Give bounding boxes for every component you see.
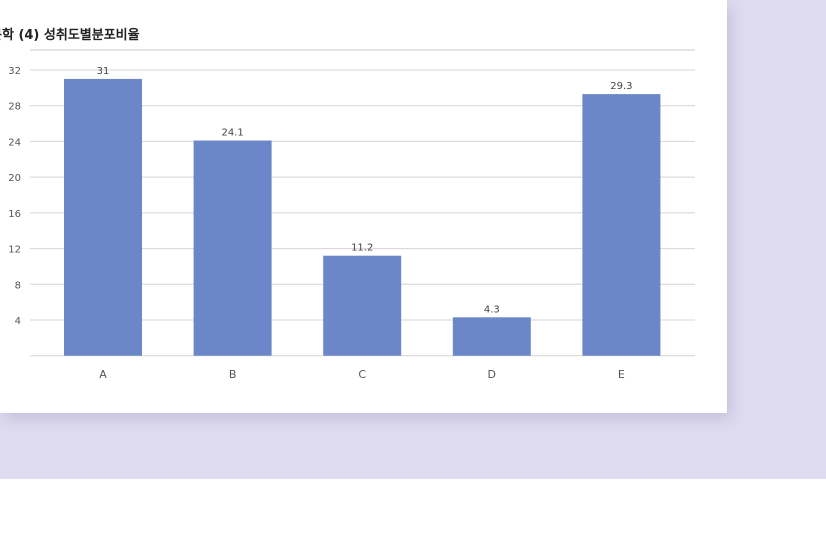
data-label: 24.1	[221, 128, 243, 139]
x-tick-label: C	[358, 368, 366, 381]
bar-E	[582, 94, 661, 356]
y-tick-label: 12	[8, 245, 21, 256]
chart-title: 문학 (4) 성취도별분포비율	[0, 28, 140, 43]
x-tick-label: B	[229, 368, 237, 381]
x-tick-label: D	[488, 368, 496, 381]
y-tick-label: 8	[15, 280, 21, 291]
x-tick-label: E	[618, 368, 625, 381]
chart-card: 문학 (4) 성취도별분포비율 4 8 12 16 20 24 28 32 31 A 24.1 B 11…	[0, 0, 727, 413]
data-label: 11.2	[351, 243, 373, 254]
bar-D	[452, 317, 531, 356]
y-tick-label: 24	[8, 137, 21, 148]
data-label: 31	[97, 66, 110, 77]
bar-C	[323, 255, 402, 356]
bar-B	[193, 140, 272, 356]
data-label: 4.3	[484, 304, 500, 315]
y-tick-label: 28	[8, 102, 21, 113]
y-tick-label: 32	[8, 66, 21, 77]
data-label: 29.3	[610, 81, 632, 92]
y-tick-label: 4	[15, 316, 21, 327]
y-tick-label: 16	[8, 209, 21, 220]
bar-A	[64, 78, 142, 356]
bar-chart: 4 8 12 16 20 24 28 32 31 A 24.1 B 11.2 C 4.3 D 29.3 E	[8, 49, 695, 381]
x-tick-label: A	[99, 368, 107, 381]
y-tick-label: 20	[8, 173, 21, 184]
